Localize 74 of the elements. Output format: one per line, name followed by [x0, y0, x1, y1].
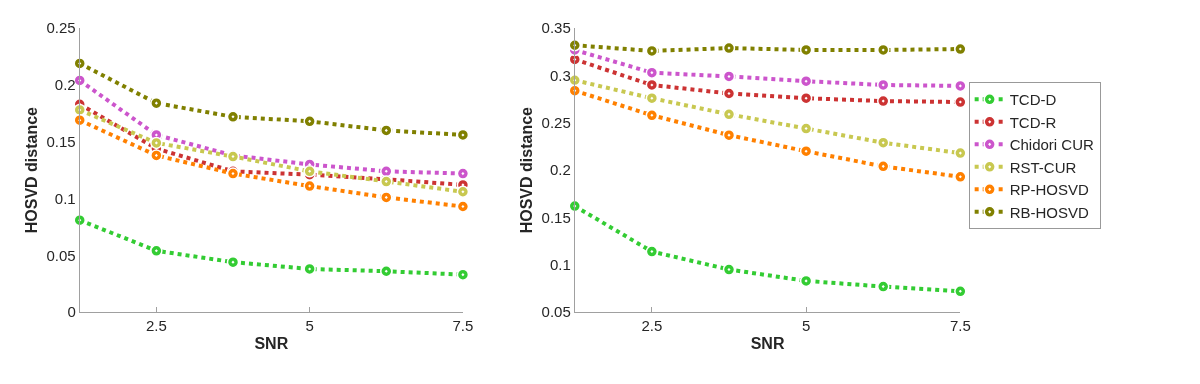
y-tick-label: 0.35	[541, 19, 571, 37]
point	[876, 280, 890, 293]
x-axis-title: SNR	[254, 334, 289, 352]
x-tick-label: 7.5	[452, 317, 474, 335]
y-tick-label: 0.25	[46, 19, 76, 37]
legend-label: RB-HOSVD	[1009, 203, 1089, 221]
point	[380, 191, 393, 204]
point	[456, 200, 470, 213]
point	[456, 185, 470, 198]
y-tick-label: 0.05	[541, 303, 571, 321]
legend-label: TCD-D	[1009, 91, 1057, 109]
y-tick-label: 0.05	[46, 246, 76, 264]
legend-label: RST-CUR	[1009, 158, 1077, 176]
y-tick-label: 0	[67, 303, 76, 321]
y-tick-label: 0.15	[541, 208, 571, 226]
point	[645, 109, 659, 122]
point	[645, 245, 659, 258]
point	[226, 255, 240, 269]
point	[954, 146, 967, 160]
point	[303, 179, 316, 193]
point	[799, 144, 813, 158]
point	[876, 136, 890, 149]
point	[876, 43, 890, 57]
y-tick-label: 0.2	[54, 76, 76, 94]
y-tick-label: 0.1	[54, 189, 76, 207]
point	[722, 87, 736, 100]
point	[150, 149, 163, 162]
point	[799, 91, 813, 105]
y-tick-label: 0.2	[549, 161, 571, 179]
point	[645, 78, 659, 92]
point	[150, 96, 163, 110]
point	[954, 79, 967, 93]
x-axis-title: SNR	[750, 334, 785, 352]
x-tick-label: 2.5	[145, 317, 167, 335]
x-tick-label: 5	[801, 317, 811, 335]
point	[876, 94, 890, 108]
point	[799, 43, 813, 57]
legend-label: Chidori CUR	[1009, 136, 1095, 154]
x-tick-label: 5	[305, 317, 314, 335]
y-tick-label: 0.3	[549, 66, 571, 84]
point	[226, 110, 240, 124]
point	[380, 124, 393, 137]
y-tick-label: 0.25	[541, 114, 571, 132]
point	[799, 122, 813, 135]
point	[456, 268, 470, 281]
legend-label: TCD-R	[1009, 113, 1057, 131]
point	[799, 274, 813, 288]
point	[722, 263, 736, 276]
point	[456, 167, 470, 180]
point	[722, 41, 736, 55]
point	[303, 262, 316, 276]
point	[645, 44, 659, 58]
point	[722, 128, 736, 142]
point	[456, 128, 470, 142]
point	[645, 91, 659, 105]
legend-label: RP-HOSVD	[1009, 181, 1089, 199]
y-axis-title: HOSVD distance	[23, 106, 41, 234]
x-tick-label: 2.5	[641, 317, 663, 335]
point	[722, 108, 736, 121]
point	[380, 264, 393, 278]
point	[876, 78, 890, 92]
point	[876, 160, 890, 173]
point	[954, 42, 967, 56]
point	[722, 70, 736, 83]
x-tick-label: 7.5	[949, 317, 971, 335]
point	[150, 244, 163, 258]
point	[954, 95, 967, 109]
point	[954, 170, 967, 184]
point	[645, 66, 659, 79]
y-tick-label: 0.1	[549, 256, 571, 274]
y-axis-title: HOSVD distance	[518, 106, 536, 234]
point	[150, 136, 163, 150]
y-tick-label: 0.15	[46, 133, 76, 151]
point	[799, 74, 813, 88]
